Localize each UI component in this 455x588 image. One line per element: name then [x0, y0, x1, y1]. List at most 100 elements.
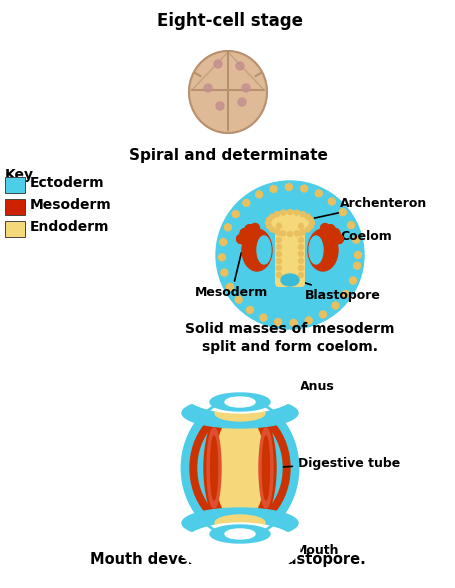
Circle shape: [298, 238, 303, 242]
Ellipse shape: [190, 407, 289, 529]
Circle shape: [276, 245, 281, 249]
Ellipse shape: [210, 525, 269, 543]
Circle shape: [319, 311, 326, 318]
Text: Anus: Anus: [252, 379, 334, 403]
Circle shape: [216, 102, 223, 110]
Circle shape: [244, 225, 253, 234]
Circle shape: [265, 220, 270, 226]
Circle shape: [232, 211, 239, 218]
Bar: [5, 221, 25, 237]
Circle shape: [274, 212, 279, 216]
Text: Solid masses of mesoderm
split and form coelom.: Solid masses of mesoderm split and form …: [185, 322, 394, 355]
Text: Blastopore: Blastopore: [298, 281, 380, 302]
Circle shape: [298, 245, 303, 249]
Circle shape: [309, 220, 314, 226]
Circle shape: [349, 277, 356, 284]
Circle shape: [220, 269, 228, 276]
Ellipse shape: [207, 428, 221, 508]
Text: Archenteron: Archenteron: [294, 196, 426, 222]
FancyBboxPatch shape: [274, 224, 304, 287]
Circle shape: [293, 231, 298, 236]
Text: Mesoderm: Mesoderm: [195, 253, 268, 299]
Circle shape: [305, 214, 309, 219]
Ellipse shape: [267, 211, 312, 235]
Text: Spiral and determinate: Spiral and determinate: [128, 148, 327, 163]
Bar: [5, 199, 25, 215]
Circle shape: [255, 191, 262, 198]
Circle shape: [203, 84, 212, 92]
Text: Coelom: Coelom: [318, 230, 391, 249]
Text: Endoderm: Endoderm: [30, 220, 109, 234]
Text: Eight-cell stage: Eight-cell stage: [157, 12, 302, 30]
Circle shape: [224, 224, 231, 231]
Circle shape: [226, 283, 233, 290]
Circle shape: [219, 239, 226, 246]
Circle shape: [238, 98, 245, 106]
Ellipse shape: [182, 398, 298, 428]
Ellipse shape: [182, 399, 298, 537]
Circle shape: [298, 266, 303, 270]
Ellipse shape: [188, 51, 267, 133]
Circle shape: [300, 212, 305, 216]
Circle shape: [339, 209, 346, 216]
Circle shape: [298, 259, 303, 263]
Circle shape: [240, 229, 249, 238]
Text: Mouth: Mouth: [252, 533, 339, 556]
Circle shape: [314, 190, 322, 197]
Circle shape: [276, 223, 281, 229]
Circle shape: [325, 225, 334, 234]
Circle shape: [250, 223, 259, 232]
Circle shape: [259, 314, 266, 321]
Text: Mouth develops from blastopore.: Mouth develops from blastopore.: [90, 552, 365, 567]
Circle shape: [235, 296, 242, 303]
Ellipse shape: [214, 413, 264, 523]
Circle shape: [269, 186, 277, 192]
Ellipse shape: [308, 236, 322, 264]
Text: Mesoderm: Mesoderm: [30, 198, 111, 212]
Text: Ectoderm: Ectoderm: [30, 176, 104, 190]
Ellipse shape: [258, 428, 273, 508]
Circle shape: [354, 252, 361, 259]
Circle shape: [341, 290, 349, 298]
Circle shape: [269, 227, 274, 232]
Circle shape: [236, 235, 245, 243]
Circle shape: [276, 272, 281, 278]
Circle shape: [280, 210, 285, 215]
Ellipse shape: [180, 363, 299, 413]
Circle shape: [334, 235, 343, 243]
Ellipse shape: [203, 420, 232, 516]
Circle shape: [242, 199, 249, 206]
Circle shape: [330, 229, 339, 238]
Circle shape: [353, 262, 360, 269]
Ellipse shape: [280, 274, 298, 286]
Circle shape: [320, 223, 329, 232]
Circle shape: [289, 319, 296, 326]
Circle shape: [276, 266, 281, 270]
Circle shape: [300, 185, 307, 192]
Circle shape: [298, 252, 303, 256]
Circle shape: [276, 252, 281, 256]
Circle shape: [330, 229, 339, 238]
Circle shape: [287, 209, 292, 215]
Circle shape: [276, 259, 281, 263]
Circle shape: [285, 183, 292, 191]
Circle shape: [236, 235, 245, 243]
Ellipse shape: [257, 236, 270, 264]
Ellipse shape: [182, 508, 298, 538]
Circle shape: [213, 60, 222, 68]
Circle shape: [308, 217, 313, 222]
Circle shape: [331, 302, 338, 309]
Circle shape: [298, 223, 303, 229]
Circle shape: [280, 231, 285, 236]
Circle shape: [242, 84, 249, 92]
Circle shape: [298, 272, 303, 278]
Bar: [5, 177, 25, 193]
Circle shape: [293, 210, 298, 215]
Circle shape: [244, 225, 253, 234]
Ellipse shape: [224, 529, 254, 539]
Circle shape: [304, 317, 312, 324]
Text: Key: Key: [5, 168, 34, 182]
Ellipse shape: [214, 405, 264, 421]
Circle shape: [218, 254, 225, 261]
Circle shape: [266, 217, 271, 222]
